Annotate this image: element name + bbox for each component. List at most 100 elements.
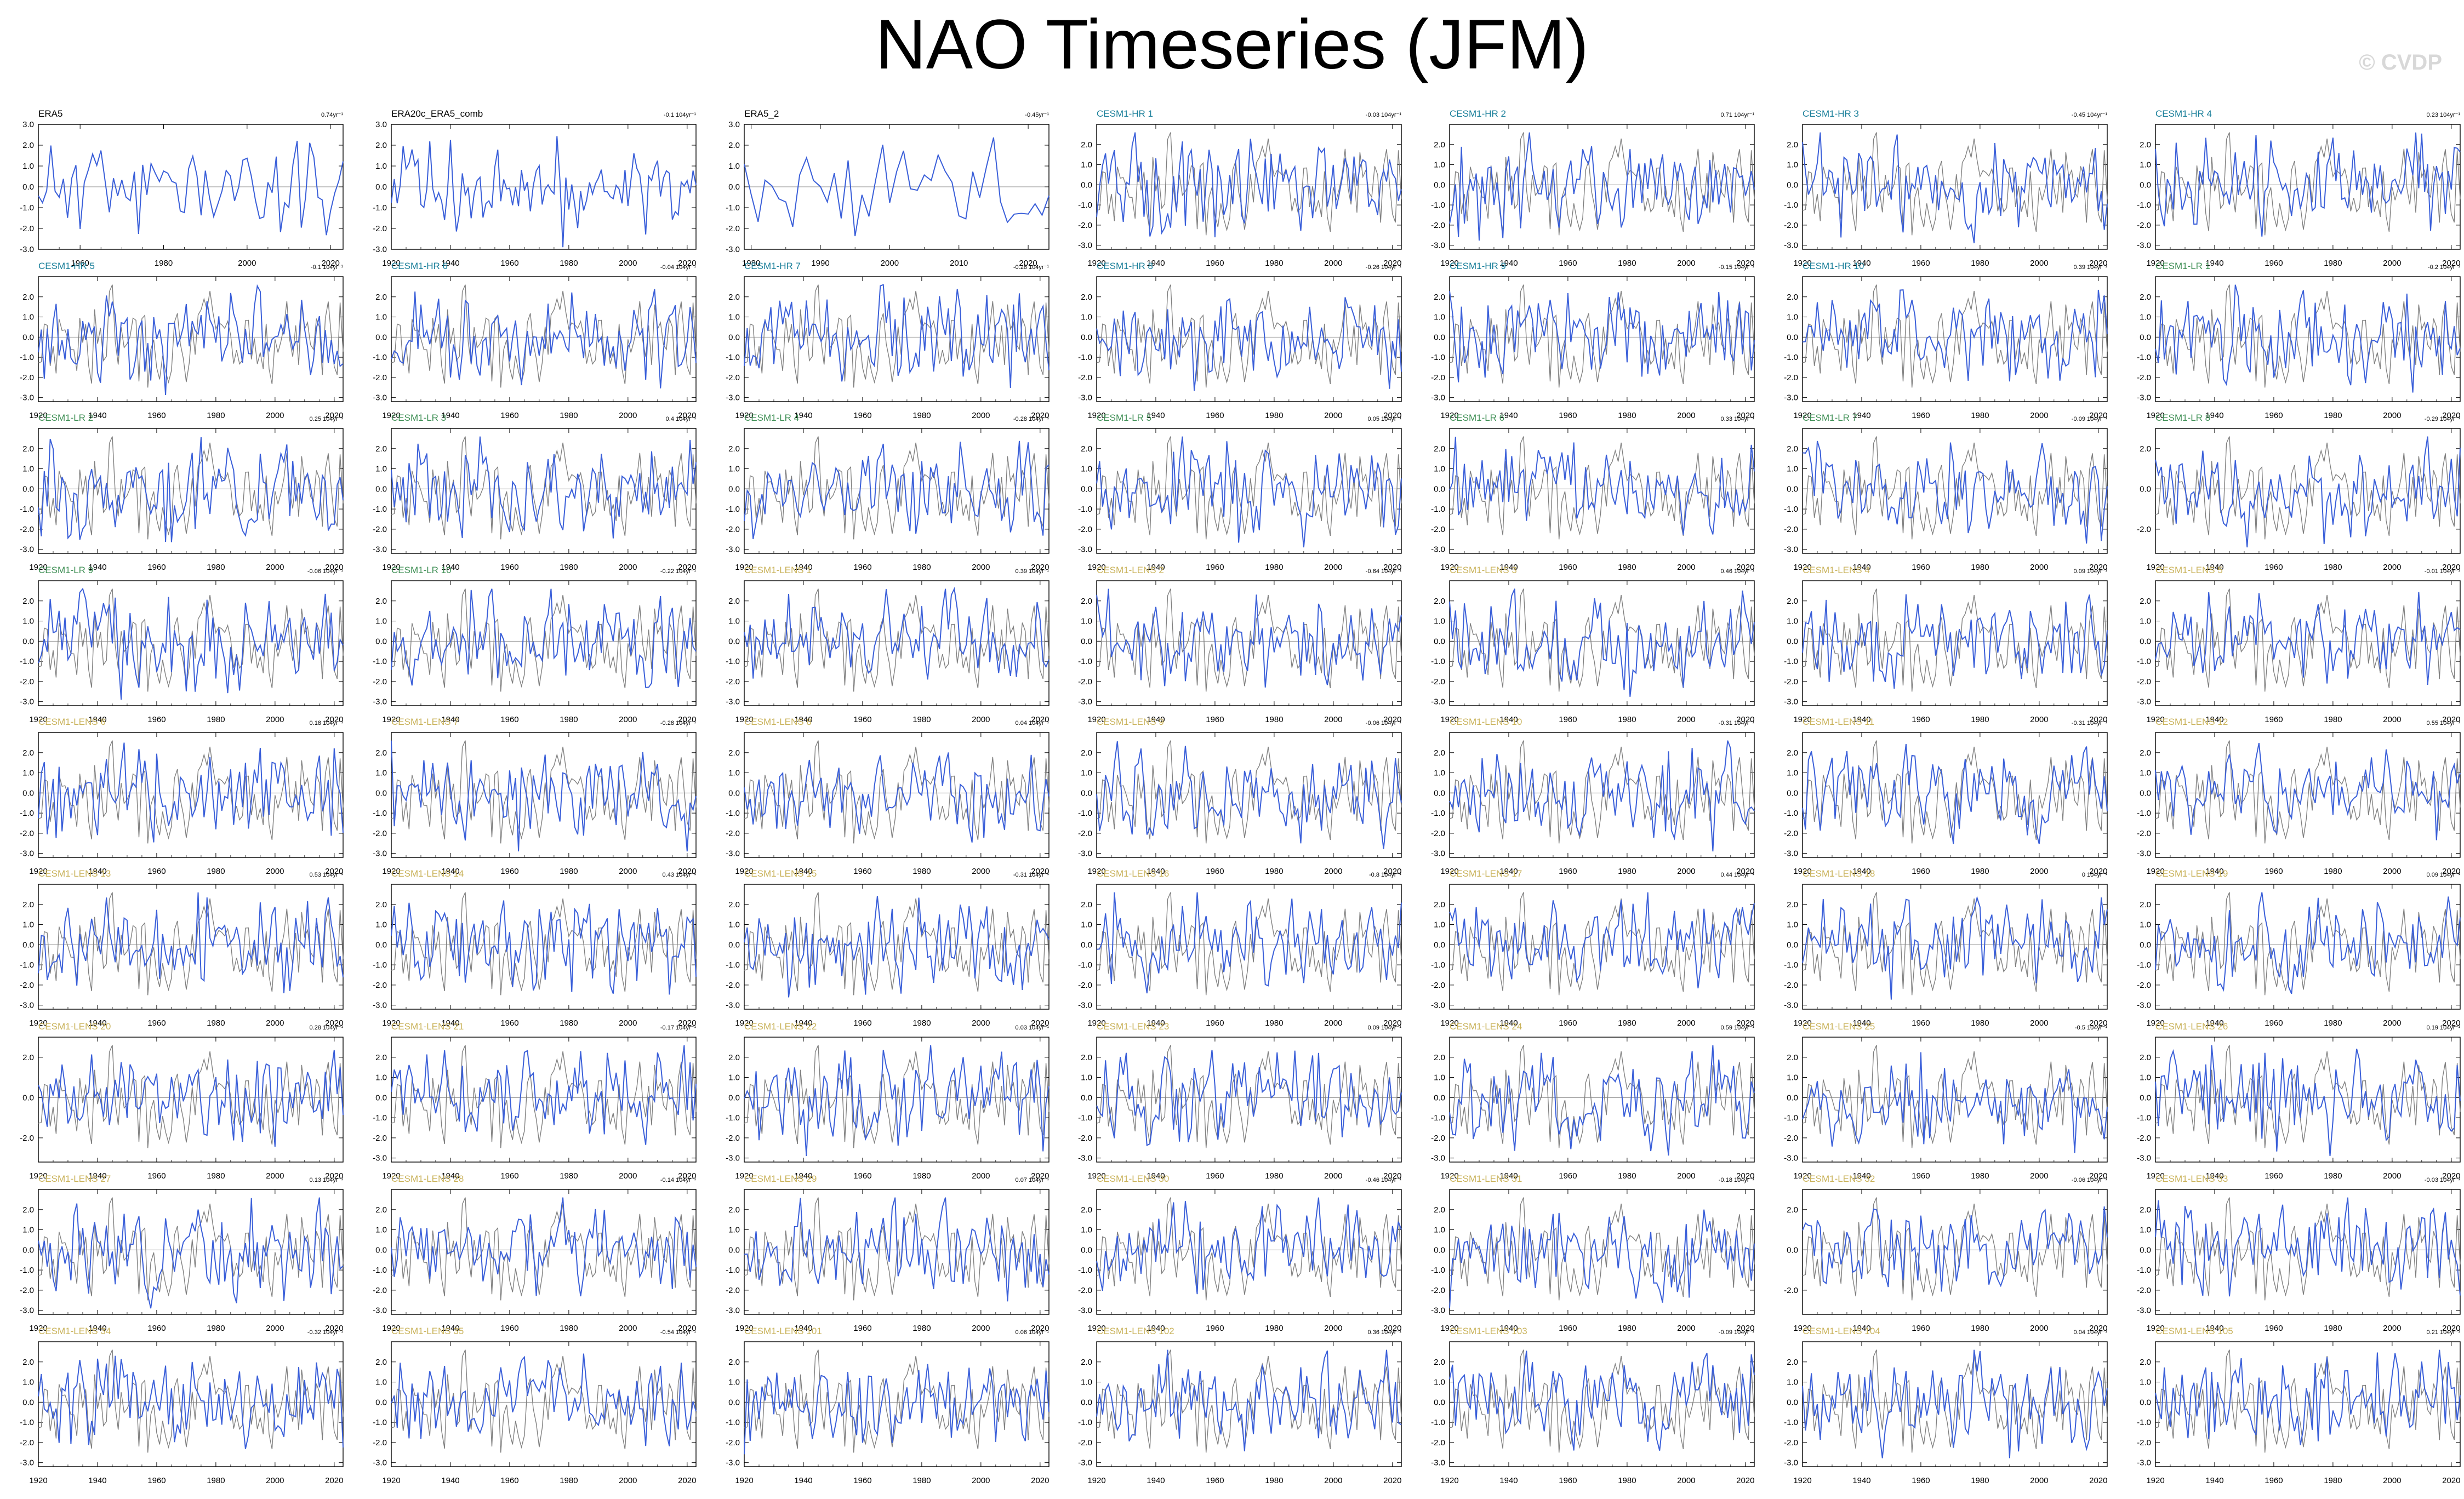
y-tick-label: -2.0 xyxy=(20,224,34,233)
y-tick-label: -2.0 xyxy=(2137,1438,2151,1447)
nao-panel: CESM1-LR 10 -0.22 104yr⁻¹ 2.0 1.0 0.0 -1.0 -2.… xyxy=(373,565,697,724)
x-tick-label: 1980 xyxy=(1618,259,1636,268)
x-tick-label: 1980 xyxy=(207,715,225,724)
y-tick-label: 2.0 xyxy=(375,748,387,758)
panel-title: CESM1-HR 1 xyxy=(1097,108,1153,119)
y-tick-label: -2.0 xyxy=(1784,373,1798,382)
x-tick-label: 2020 xyxy=(2089,563,2107,572)
panel-trend: 0.53 104yr⁻¹ xyxy=(310,872,344,878)
panel-trend: 0.05 104yr⁻¹ xyxy=(1368,416,1402,422)
y-tick-label: 1.0 xyxy=(1434,920,1445,930)
panel-frame xyxy=(2155,884,2461,1010)
x-tick-label: 2020 xyxy=(2089,867,2107,876)
panel-trend: -0.01 104yr⁻¹ xyxy=(2425,568,2460,575)
x-tick-label: 2000 xyxy=(1324,867,1342,876)
y-tick-label: -3.0 xyxy=(20,393,34,403)
nao-panel: CESM1-LENS 32 -0.06 104yr⁻¹ 2.0 0.0 -2.0 1920… xyxy=(1784,1174,2108,1333)
y-tick-label: -2.0 xyxy=(373,373,387,382)
panel-title: CESM1-LENS 32 xyxy=(1803,1174,1875,1184)
x-tick-label: 1960 xyxy=(1559,1171,1577,1181)
y-tick-label: 0.0 xyxy=(2140,1245,2151,1255)
x-tick-label: 1960 xyxy=(853,411,871,420)
y-tick-label: -3.0 xyxy=(1431,1306,1445,1315)
panel-frame xyxy=(1449,580,1755,706)
y-tick-label: 0.0 xyxy=(2140,637,2151,646)
y-tick-label: 1.0 xyxy=(728,617,740,626)
nao-panel: CESM1-LENS 105 0.21 104yr⁻¹ 2.0 1.0 0.0 -1.0 -… xyxy=(2137,1326,2461,1485)
panel-title: CESM1-LENS 2 xyxy=(1097,565,1164,575)
x-tick-label: 1940 xyxy=(1147,867,1165,876)
y-tick-label: -3.0 xyxy=(373,393,387,403)
x-tick-label: 1940 xyxy=(1147,715,1165,724)
x-tick-label: 2000 xyxy=(1677,563,1695,572)
x-tick-label: 2020 xyxy=(678,715,696,724)
y-tick-label: -3.0 xyxy=(373,545,387,554)
panel-title: CESM1-LENS 24 xyxy=(1450,1021,1522,1032)
y-tick-label: -1.0 xyxy=(1078,1113,1092,1123)
nao-series-line xyxy=(2155,592,2461,685)
x-tick-label: 1980 xyxy=(1971,563,1989,572)
nao-series-line xyxy=(38,140,344,236)
nao-panel: CESM1-LENS 9 -0.06 104yr⁻¹ 2.0 1.0 0.0 -1.0 -2… xyxy=(1078,717,1402,876)
obs-series-line xyxy=(2155,132,2461,236)
nao-series-line xyxy=(1802,440,2108,544)
x-tick-label: 1920 xyxy=(1087,1324,1105,1333)
y-tick-label: 2.0 xyxy=(375,444,387,454)
x-tick-label: 1960 xyxy=(1559,867,1577,876)
x-tick-label: 1980 xyxy=(560,715,578,724)
obs-series-line xyxy=(38,1045,344,1148)
x-tick-label: 1960 xyxy=(1912,867,1930,876)
x-tick-label: 1940 xyxy=(794,867,812,876)
panel-trend: -0.26 104yr⁻¹ xyxy=(1366,264,1401,271)
x-tick-label: 2020 xyxy=(325,1171,343,1181)
panel-title: ERA5_2 xyxy=(744,108,779,119)
x-tick-label: 2020 xyxy=(325,1324,343,1333)
panel-title: CESM1-LR 7 xyxy=(1803,413,1857,423)
y-tick-label: 0.0 xyxy=(2140,484,2151,494)
y-tick-label: 2.0 xyxy=(728,1053,740,1062)
x-tick-label: 1940 xyxy=(441,563,459,572)
y-tick-label: -1.0 xyxy=(1431,1113,1445,1123)
x-tick-label: 2000 xyxy=(972,1171,990,1181)
x-tick-label: 2020 xyxy=(2089,1019,2107,1028)
nao-panel: CESM1-LENS 7 -0.28 104yr⁻¹ 2.0 1.0 0.0 -1.0 -2… xyxy=(373,717,697,876)
y-tick-label: 0.0 xyxy=(375,1093,387,1102)
nao-panel: CESM1-HR 2 0.71 104yr⁻¹ 2.0 1.0 0.0 -1.0 -2.0 -… xyxy=(1431,108,1755,268)
y-tick-label: 1.0 xyxy=(1081,1073,1092,1083)
x-tick-label: 2000 xyxy=(972,563,990,572)
y-tick-label: 0.0 xyxy=(375,484,387,494)
x-tick-label: 2020 xyxy=(325,563,343,572)
y-tick-label: 0.0 xyxy=(1081,180,1092,190)
y-tick-label: -1.0 xyxy=(1078,657,1092,666)
x-tick-label: 1960 xyxy=(1912,1476,1930,1485)
panel-trend: -0.45 104yr⁻¹ xyxy=(2072,112,2107,118)
y-tick-label: 0.0 xyxy=(22,637,34,646)
panel-frame xyxy=(38,1341,344,1467)
panel-title: CESM1-LENS 6 xyxy=(38,717,106,727)
cvdp-watermark: © CVDP xyxy=(2359,50,2442,75)
y-tick-label: -3.0 xyxy=(1431,393,1445,403)
y-tick-label: -2.0 xyxy=(1431,677,1445,686)
y-tick-label: -2.0 xyxy=(1431,1286,1445,1295)
nao-series-line xyxy=(1449,588,1755,697)
panel-frame xyxy=(1449,1037,1755,1163)
y-tick-label: 0.0 xyxy=(1081,788,1092,798)
x-tick-label: 1940 xyxy=(2205,867,2223,876)
x-tick-label: 1960 xyxy=(2265,1324,2283,1333)
panel-frame xyxy=(2155,1341,2461,1467)
x-tick-label: 1980 xyxy=(912,867,931,876)
panel-title: CESM1-LENS 22 xyxy=(744,1021,817,1032)
nao-panel: CESM1-LENS 104 0.04 104yr⁻¹ 2.0 1.0 0.0 -1.0 -… xyxy=(1784,1326,2108,1485)
x-tick-label: 1980 xyxy=(2324,1171,2342,1181)
y-tick-label: 1.0 xyxy=(22,920,34,930)
y-tick-label: 0.0 xyxy=(728,788,740,798)
x-tick-label: 1960 xyxy=(1206,411,1224,420)
x-tick-label: 2020 xyxy=(325,1476,343,1485)
panel-trend: -0.54 104yr⁻¹ xyxy=(660,1329,696,1336)
x-tick-label: 1980 xyxy=(207,1171,225,1181)
x-tick-label: 2020 xyxy=(678,1019,696,1028)
x-tick-label: 1920 xyxy=(382,1476,400,1485)
x-tick-label: 1920 xyxy=(1087,1476,1105,1485)
y-tick-label: -3.0 xyxy=(2137,1458,2151,1468)
panel-title: CESM1-LENS 15 xyxy=(744,868,817,879)
